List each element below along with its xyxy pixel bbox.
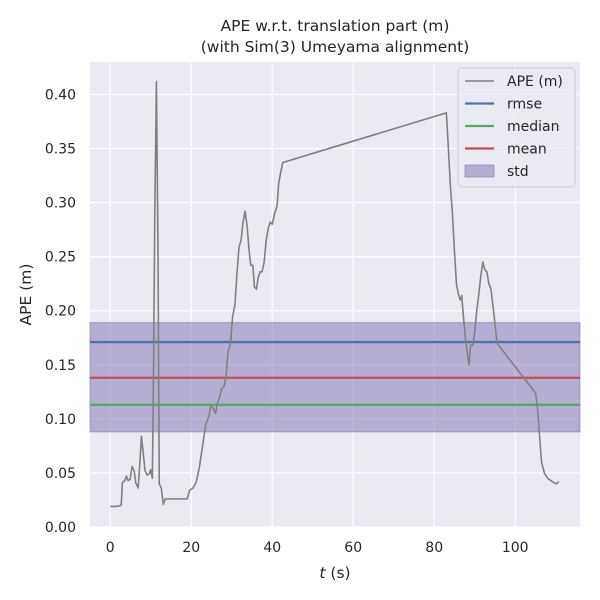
chart-title-line-2: (with Sim(3) Umeyama alignment) [201,38,470,56]
ape-legend-label: APE (m) [507,74,563,90]
mean-legend-label: mean [507,142,547,158]
legend-box [457,67,576,188]
y-tick-label-5: 0.25 [45,250,76,266]
y-tick-label-6: 0.30 [45,196,76,212]
chart-title-line-1: APE w.r.t. translation part (m) [221,17,450,35]
y-tick-label-8: 0.40 [45,87,76,103]
ape-series-line [110,80,560,508]
x-tick-label-1: 20 [182,540,200,556]
x-tick-label-2: 40 [263,540,281,556]
std-legend-label: std [507,164,529,180]
series-layer [110,80,560,508]
x-axis-label: t (s) [319,564,350,582]
x-axis-label-unit: (s) [325,564,350,582]
x-tick-label-5: 100 [502,540,529,556]
y-tick-label-1: 0.05 [45,466,76,482]
x-tick-label-3: 60 [344,540,362,556]
median-legend-label: median [507,119,559,135]
y-axis-label: APE (m) [17,264,35,326]
x-tick-labels: 0 20 40 60 80 100 [106,540,529,556]
x-axis-label-variable: t [319,564,326,582]
std-legend-swatch [464,164,495,178]
y-tick-label-0: 0.00 [45,520,76,536]
stat-lines-layer [90,340,580,406]
x-tick-label-0: 0 [106,540,115,556]
y-tick-labels: 0.00 0.05 0.10 0.15 0.20 0.25 0.30 0.35 0.40 [45,87,76,536]
y-tick-label-2: 0.10 [45,412,76,428]
rmse-legend-label: rmse [507,97,542,113]
y-tick-label-4: 0.20 [45,304,76,320]
y-tick-label-3: 0.15 [45,358,76,374]
legend: APE (m) rmse median mean std [457,67,576,188]
y-tick-label-7: 0.35 [45,142,76,158]
x-tick-label-4: 80 [425,540,443,556]
